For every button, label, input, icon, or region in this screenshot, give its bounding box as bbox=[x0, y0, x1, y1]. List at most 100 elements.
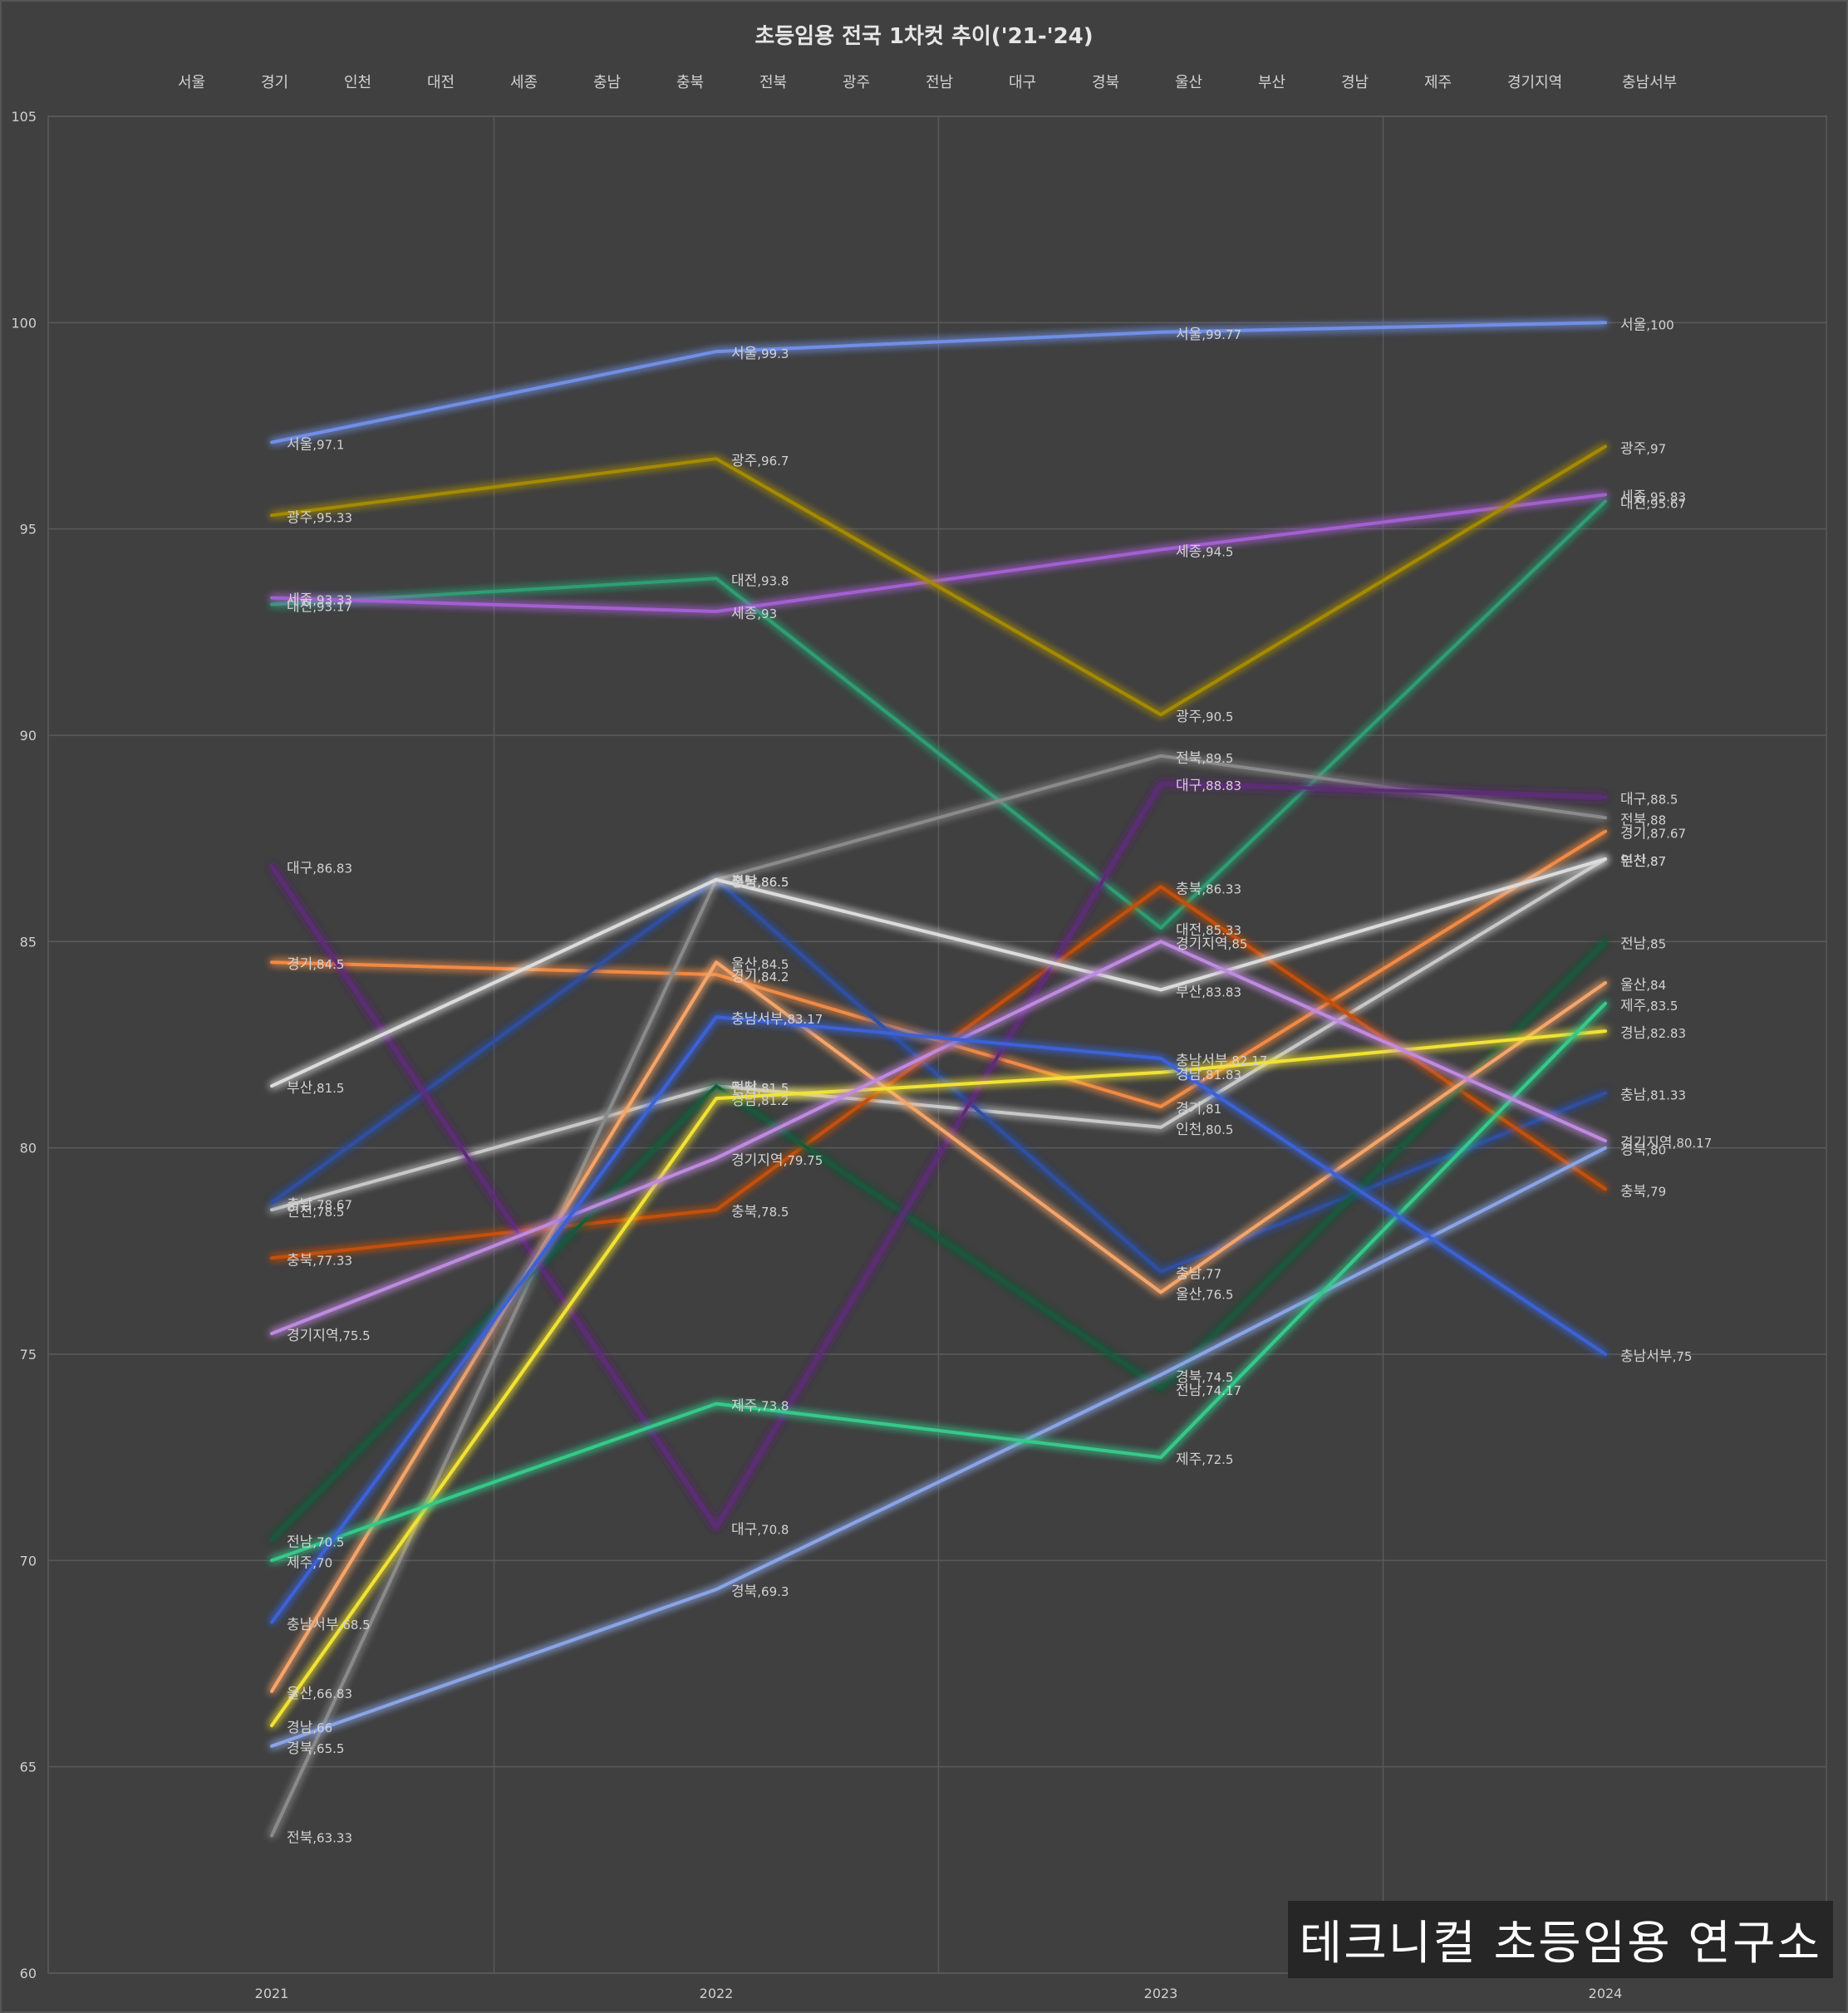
data-label: 경북,80 bbox=[1620, 1142, 1666, 1159]
series-line-울산 bbox=[270, 960, 1607, 1693]
data-label: 경기,87.67 bbox=[1620, 826, 1686, 842]
data-label: 대전,93.8 bbox=[731, 572, 789, 589]
data-label: 광주,95.33 bbox=[287, 509, 352, 526]
data-label: 세종,94.5 bbox=[1176, 544, 1233, 561]
data-label: 전북,89.5 bbox=[1176, 750, 1233, 767]
data-label: 경기지역,85 bbox=[1176, 935, 1247, 952]
data-label: 제주,73.8 bbox=[731, 1398, 789, 1415]
data-label: 경기지역,80.17 bbox=[1620, 1135, 1712, 1151]
legend-label: 세종 bbox=[510, 74, 538, 91]
legend-item: 부산 bbox=[1225, 74, 1285, 91]
series-line-경기지역 bbox=[270, 940, 1607, 1336]
legend-item: 서울 bbox=[145, 74, 205, 91]
series-line-전북 bbox=[270, 754, 1607, 1838]
y-tick-label: 95 bbox=[20, 522, 37, 538]
legend-item: 경북 bbox=[1059, 74, 1119, 91]
data-label: 경기지역,75.5 bbox=[287, 1328, 371, 1344]
data-label: 울산,76.5 bbox=[1176, 1287, 1233, 1304]
legend-item: 전북 bbox=[726, 74, 787, 91]
legend-item: 충남서부 bbox=[1589, 74, 1677, 91]
data-label: 서울,100 bbox=[1620, 317, 1674, 333]
legend-item: 광주 bbox=[809, 74, 870, 91]
legend-item: 충북 bbox=[643, 74, 704, 91]
y-tick-label: 80 bbox=[20, 1141, 37, 1156]
y-tick-label: 70 bbox=[20, 1553, 37, 1569]
series-line-전남 bbox=[270, 940, 1607, 1542]
series-line-광주 bbox=[270, 444, 1607, 717]
grid bbox=[47, 115, 1827, 1974]
chart-title: 초등임용 전국 1차컷 추이('21-'24) bbox=[754, 24, 1093, 49]
legend-label: 서울 bbox=[178, 74, 205, 91]
data-label: 충남서부,82.17 bbox=[1176, 1053, 1267, 1069]
axes: 60 65 70 75 80 85 90 95 100 105 2021 2022 2023 2024 bbox=[11, 109, 1622, 2001]
data-label: 세종,95.83 bbox=[1620, 489, 1686, 505]
series-line-대전 bbox=[270, 499, 1607, 930]
data-label: 경남,81.83 bbox=[1176, 1067, 1241, 1083]
data-label: 인천,80.5 bbox=[1176, 1122, 1233, 1138]
legend-label: 전남 bbox=[926, 74, 953, 91]
legend-item: 인천 bbox=[311, 74, 371, 91]
legend-label: 경북 bbox=[1092, 74, 1119, 91]
series-line-세종 bbox=[270, 493, 1607, 613]
data-label: 인천,87 bbox=[1620, 853, 1666, 870]
data-label: 전북,63.33 bbox=[287, 1830, 352, 1847]
data-label: 서울,97.1 bbox=[287, 436, 344, 453]
data-label: 광주,96.7 bbox=[731, 453, 789, 469]
data-label: 인천,78.5 bbox=[287, 1204, 344, 1220]
data-label: 대전,93.17 bbox=[287, 599, 352, 616]
legend-item: 경기 bbox=[228, 74, 288, 91]
series-line-제주 bbox=[270, 1001, 1607, 1563]
legend-label: 경기 bbox=[261, 74, 288, 91]
data-label: 충남서부,68.5 bbox=[287, 1617, 371, 1633]
legend: 서울 경기 인천 대전 세종 충남 충북 전북 광주 전남 대구 경북 울산 부산 경남 제주 경기지역 충남서부 bbox=[145, 74, 1677, 91]
data-label: 세종,93.33 bbox=[287, 592, 352, 609]
data-label: 부산,83.83 bbox=[1176, 984, 1241, 1000]
data-label: 전남,70.5 bbox=[287, 1534, 344, 1551]
data-label: 경기지역,79.75 bbox=[731, 1152, 823, 1169]
data-label: 전남,85 bbox=[1620, 935, 1666, 952]
data-label: 충남,81.33 bbox=[1620, 1088, 1686, 1104]
legend-label: 전북 bbox=[759, 74, 787, 91]
legend-item: 경기지역 bbox=[1474, 74, 1562, 91]
data-label: 경남,82.83 bbox=[1620, 1025, 1686, 1042]
legend-item: 울산 bbox=[1142, 74, 1202, 91]
x-tick-label: 2024 bbox=[1589, 1986, 1623, 2001]
data-label: 충북,78.5 bbox=[731, 1204, 789, 1220]
series-line-서울 bbox=[270, 321, 1607, 444]
data-label: 경남,81.2 bbox=[731, 1092, 789, 1109]
legend-label: 충남서부 bbox=[1622, 74, 1677, 91]
legend-item: 대구 bbox=[976, 74, 1036, 91]
legend-label: 충북 bbox=[676, 74, 704, 91]
series-line-경남 bbox=[270, 1029, 1607, 1727]
legend-label: 제주 bbox=[1424, 74, 1452, 91]
data-label: 부산,86.5 bbox=[731, 874, 789, 891]
series-line-인천 bbox=[270, 857, 1607, 1212]
data-label: 제주,72.5 bbox=[1176, 1451, 1233, 1468]
legend-item: 경남 bbox=[1308, 74, 1369, 91]
legend-label: 대구 bbox=[1009, 74, 1036, 91]
data-label: 부산,81.5 bbox=[287, 1080, 344, 1097]
data-label: 전북,86.5 bbox=[731, 874, 789, 891]
data-label: 충남서부,75 bbox=[1620, 1348, 1692, 1365]
data-label: 제주,83.5 bbox=[1620, 998, 1678, 1014]
data-label: 경북,74.5 bbox=[1176, 1369, 1233, 1386]
data-label: 충북,79 bbox=[1620, 1183, 1666, 1200]
y-tick-label: 60 bbox=[20, 1966, 37, 1981]
legend-item: 대전 bbox=[394, 74, 455, 91]
data-label: 광주,97 bbox=[1620, 440, 1666, 457]
legend-item: 제주 bbox=[1391, 74, 1452, 91]
legend-label: 광주 bbox=[843, 74, 870, 91]
legend-item: 충남 bbox=[560, 74, 621, 91]
data-label: 대구,88.5 bbox=[1620, 792, 1678, 808]
legend-label: 경남 bbox=[1341, 74, 1369, 91]
series-line-부산 bbox=[270, 857, 1607, 1088]
legend-label: 대전 bbox=[427, 74, 455, 91]
y-tick-label: 65 bbox=[20, 1760, 37, 1775]
data-label: 충남,86.5 bbox=[731, 874, 789, 891]
data-label: 충남서부,83.17 bbox=[731, 1011, 823, 1028]
data-label: 경기,84.5 bbox=[287, 956, 344, 973]
legend-item: 전남 bbox=[892, 74, 953, 91]
data-label: 대전,85.33 bbox=[1176, 922, 1241, 939]
legend-label: 충남 bbox=[593, 74, 621, 91]
